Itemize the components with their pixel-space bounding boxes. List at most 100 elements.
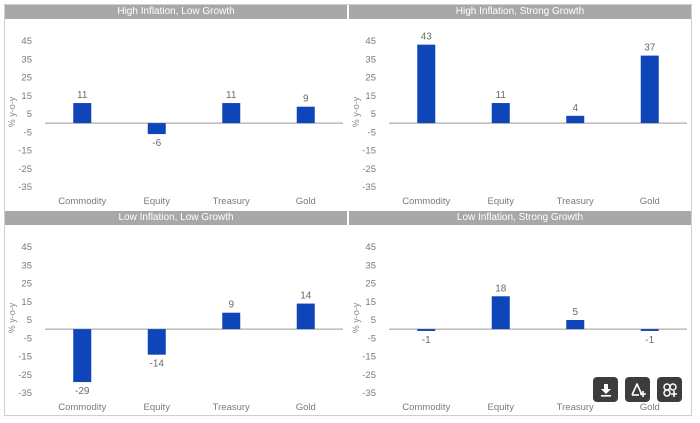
data-label: -6 bbox=[152, 138, 161, 149]
x-tick-label: Commodity bbox=[58, 402, 106, 413]
y-tick-label: 25 bbox=[365, 279, 376, 290]
y-tick-label: -35 bbox=[362, 388, 376, 399]
add-visual-button[interactable] bbox=[657, 377, 682, 402]
data-label: 11 bbox=[226, 90, 237, 101]
panel-title: Low Inflation, Low Growth bbox=[5, 211, 347, 225]
panel-title: High Inflation, Low Growth bbox=[5, 5, 347, 19]
x-tick-label: Treasury bbox=[213, 196, 250, 207]
bar-chart: 45 35 25 15 5 -5 -15 -25 -35 % y-o-y 11 Commodity -6… bbox=[7, 36, 343, 207]
bar bbox=[147, 329, 166, 355]
y-tick-label: -35 bbox=[362, 182, 376, 193]
y-tick-label: -5 bbox=[24, 333, 32, 344]
y-tick-label: -15 bbox=[18, 146, 32, 157]
bar bbox=[640, 55, 659, 124]
y-tick-label: 25 bbox=[365, 73, 376, 84]
y-tick-label: -25 bbox=[18, 370, 32, 381]
data-label: 18 bbox=[495, 283, 507, 294]
y-tick-label: 5 bbox=[371, 315, 376, 326]
bar bbox=[491, 296, 510, 330]
x-tick-label: Gold bbox=[640, 402, 660, 413]
x-tick-label: Gold bbox=[296, 402, 316, 413]
y-tick-label: 35 bbox=[21, 54, 32, 65]
bar bbox=[296, 303, 315, 330]
y-tick-label: 5 bbox=[371, 109, 376, 120]
y-tick-label: 45 bbox=[21, 36, 32, 47]
y-tick-label: 25 bbox=[21, 279, 32, 290]
y-tick-label: 15 bbox=[365, 91, 376, 102]
y-axis-label: % y-o-y bbox=[351, 96, 361, 127]
add-chart-button[interactable] bbox=[625, 377, 650, 402]
x-tick-label: Treasury bbox=[557, 196, 594, 207]
x-tick-label: Gold bbox=[296, 196, 316, 207]
bar bbox=[73, 329, 92, 383]
add-visual-icon bbox=[662, 382, 677, 397]
x-tick-label: Gold bbox=[640, 196, 660, 207]
data-label: 11 bbox=[496, 90, 507, 101]
y-axis-label: % y-o-y bbox=[351, 302, 361, 333]
panel-high-inflation-low-growth: High Inflation, Low Growth 45 35 25 15 5 -5 -1… bbox=[5, 5, 347, 209]
bar bbox=[296, 106, 315, 124]
y-tick-label: 35 bbox=[365, 54, 376, 65]
data-label: 5 bbox=[572, 307, 578, 318]
x-tick-label: Equity bbox=[488, 196, 515, 207]
chart-grid: High Inflation, Low Growth 45 35 25 15 5 -5 -1… bbox=[4, 4, 692, 416]
bar bbox=[566, 320, 585, 330]
bar bbox=[147, 123, 166, 135]
bar bbox=[222, 312, 241, 330]
panel-high-inflation-strong-growth: High Inflation, Strong Growth 45 35 25 15 5 -… bbox=[349, 5, 691, 209]
y-tick-label: 5 bbox=[27, 315, 32, 326]
x-tick-label: Treasury bbox=[213, 402, 250, 413]
x-tick-label: Commodity bbox=[402, 196, 450, 207]
x-tick-label: Treasury bbox=[557, 402, 594, 413]
y-tick-label: -15 bbox=[362, 352, 376, 363]
y-tick-label: -15 bbox=[362, 146, 376, 157]
data-label: -1 bbox=[645, 335, 654, 346]
y-axis-label: % y-o-y bbox=[7, 302, 17, 333]
y-tick-label: -25 bbox=[18, 164, 32, 175]
y-tick-label: 25 bbox=[21, 73, 32, 84]
x-tick-label: Equity bbox=[144, 196, 171, 207]
data-label: -1 bbox=[422, 335, 431, 346]
data-label: 9 bbox=[228, 300, 234, 311]
y-tick-label: 35 bbox=[21, 260, 32, 271]
y-tick-label: 45 bbox=[365, 242, 376, 253]
bar bbox=[640, 329, 659, 331]
y-tick-label: -25 bbox=[362, 164, 376, 175]
y-tick-label: -25 bbox=[362, 370, 376, 381]
download-icon bbox=[600, 383, 611, 397]
y-tick-label: 5 bbox=[27, 109, 32, 120]
data-label: -14 bbox=[150, 359, 165, 370]
bar bbox=[417, 44, 436, 124]
add-chart-icon bbox=[630, 382, 646, 397]
x-tick-label: Commodity bbox=[58, 196, 106, 207]
y-tick-label: 15 bbox=[21, 297, 32, 308]
y-tick-label: 45 bbox=[365, 36, 376, 47]
bar-chart: 45 35 25 15 5 -5 -15 -25 -35 % y-o-y 43 Commodity 11… bbox=[351, 32, 687, 207]
x-tick-label: Equity bbox=[144, 402, 171, 413]
data-label: 14 bbox=[300, 291, 312, 302]
bar bbox=[566, 115, 585, 124]
data-label: 37 bbox=[644, 43, 656, 54]
bar-chart: 45 35 25 15 5 -5 -15 -25 -35 % y-o-y -29 Commodity -… bbox=[7, 242, 343, 413]
y-tick-label: 35 bbox=[365, 260, 376, 271]
panel-low-inflation-low-growth: Low Inflation, Low Growth 45 35 25 15 5 -5 -15… bbox=[5, 211, 347, 415]
y-axis-label: % y-o-y bbox=[7, 96, 17, 127]
chart-toolbar bbox=[593, 377, 682, 402]
y-tick-label: -35 bbox=[18, 388, 32, 399]
data-label: 43 bbox=[421, 32, 433, 43]
y-tick-label: -5 bbox=[24, 127, 32, 138]
bar bbox=[73, 103, 92, 124]
y-tick-label: -15 bbox=[18, 352, 32, 363]
y-tick-label: 15 bbox=[21, 91, 32, 102]
data-label: -29 bbox=[75, 386, 90, 397]
y-tick-label: -5 bbox=[368, 333, 376, 344]
download-button[interactable] bbox=[593, 377, 618, 402]
panel-title: Low Inflation, Strong Growth bbox=[349, 211, 691, 225]
data-label: 11 bbox=[77, 90, 88, 101]
bar bbox=[417, 329, 436, 331]
y-tick-label: -35 bbox=[18, 182, 32, 193]
data-label: 4 bbox=[572, 103, 578, 114]
panel-title: High Inflation, Strong Growth bbox=[349, 5, 691, 19]
x-tick-label: Equity bbox=[488, 402, 515, 413]
